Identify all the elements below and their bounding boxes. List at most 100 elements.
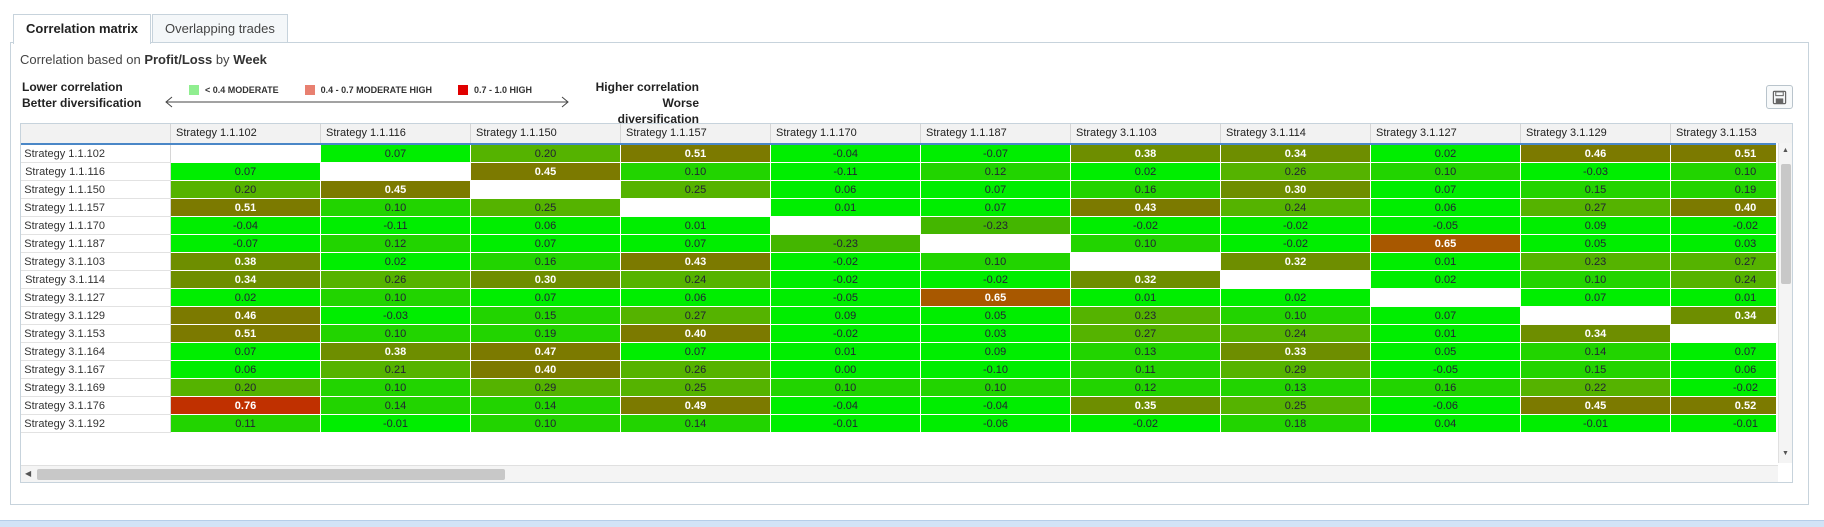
correlation-cell[interactable]: 0.07 bbox=[621, 343, 771, 361]
diagonal-cell[interactable] bbox=[1671, 325, 1776, 343]
correlation-cell[interactable]: 0.01 bbox=[771, 343, 921, 361]
correlation-cell[interactable]: 0.07 bbox=[321, 145, 471, 163]
correlation-cell[interactable]: 0.05 bbox=[1521, 235, 1671, 253]
horizontal-scroll-thumb[interactable] bbox=[37, 469, 505, 480]
correlation-cell[interactable]: 0.10 bbox=[771, 379, 921, 397]
correlation-cell[interactable]: 0.45 bbox=[471, 163, 621, 181]
correlation-cell[interactable]: -0.11 bbox=[771, 163, 921, 181]
column-header[interactable]: Strategy 3.1.129 bbox=[1521, 124, 1671, 143]
correlation-cell[interactable]: 0.38 bbox=[171, 253, 321, 271]
column-header[interactable]: Strategy 3.1.114 bbox=[1221, 124, 1371, 143]
correlation-cell[interactable]: 0.65 bbox=[921, 289, 1071, 307]
correlation-cell[interactable]: 0.35 bbox=[1071, 397, 1221, 415]
correlation-cell[interactable]: 0.24 bbox=[1671, 271, 1776, 289]
scroll-up-icon[interactable]: ▲ bbox=[1782, 147, 1789, 154]
correlation-cell[interactable]: 0.20 bbox=[471, 145, 621, 163]
correlation-cell[interactable]: 0.02 bbox=[321, 253, 471, 271]
correlation-cell[interactable]: 0.12 bbox=[1071, 379, 1221, 397]
correlation-cell[interactable]: 0.24 bbox=[1221, 199, 1371, 217]
correlation-cell[interactable]: -0.02 bbox=[771, 271, 921, 289]
correlation-cell[interactable]: 0.51 bbox=[1671, 145, 1776, 163]
correlation-cell[interactable]: 0.07 bbox=[921, 181, 1071, 199]
correlation-cell[interactable]: 0.40 bbox=[621, 325, 771, 343]
correlation-cell[interactable]: 0.25 bbox=[1221, 397, 1371, 415]
correlation-cell[interactable]: 0.10 bbox=[1521, 271, 1671, 289]
correlation-cell[interactable]: 0.02 bbox=[1071, 163, 1221, 181]
correlation-cell[interactable]: 0.20 bbox=[171, 181, 321, 199]
correlation-cell[interactable]: 0.06 bbox=[1671, 361, 1776, 379]
correlation-cell[interactable]: 0.45 bbox=[1521, 397, 1671, 415]
correlation-cell[interactable]: 0.14 bbox=[621, 415, 771, 433]
correlation-cell[interactable]: 0.27 bbox=[1071, 325, 1221, 343]
correlation-cell[interactable]: 0.25 bbox=[471, 199, 621, 217]
correlation-cell[interactable]: 0.07 bbox=[471, 235, 621, 253]
correlation-cell[interactable]: -0.02 bbox=[1671, 379, 1776, 397]
correlation-cell[interactable]: 0.01 bbox=[1371, 325, 1521, 343]
correlation-cell[interactable]: 0.13 bbox=[1221, 379, 1371, 397]
column-header[interactable]: Strategy 1.1.150 bbox=[471, 124, 621, 143]
correlation-cell[interactable]: 0.15 bbox=[1521, 181, 1671, 199]
correlation-cell[interactable]: 0.16 bbox=[1071, 181, 1221, 199]
correlation-cell[interactable]: 0.06 bbox=[1371, 199, 1521, 217]
vertical-scrollbar[interactable]: ▲ ▼ bbox=[1778, 143, 1792, 463]
horizontal-scrollbar[interactable]: ◀ bbox=[21, 465, 1778, 482]
correlation-cell[interactable]: 0.19 bbox=[471, 325, 621, 343]
correlation-cell[interactable]: -0.02 bbox=[1071, 217, 1221, 235]
scroll-left-icon[interactable]: ◀ bbox=[25, 469, 32, 478]
correlation-cell[interactable]: 0.23 bbox=[1521, 253, 1671, 271]
correlation-cell[interactable]: 0.11 bbox=[1071, 361, 1221, 379]
column-header[interactable]: Strategy 1.1.102 bbox=[171, 124, 321, 143]
correlation-cell[interactable]: 0.21 bbox=[321, 361, 471, 379]
correlation-cell[interactable]: 0.01 bbox=[771, 199, 921, 217]
correlation-cell[interactable]: 0.26 bbox=[1221, 163, 1371, 181]
correlation-cell[interactable]: 0.29 bbox=[1221, 361, 1371, 379]
correlation-cell[interactable]: -0.05 bbox=[1371, 361, 1521, 379]
correlation-cell[interactable]: 0.30 bbox=[1221, 181, 1371, 199]
correlation-cell[interactable]: 0.07 bbox=[1371, 307, 1521, 325]
correlation-cell[interactable]: 0.10 bbox=[1221, 307, 1371, 325]
correlation-cell[interactable]: 0.34 bbox=[1521, 325, 1671, 343]
correlation-cell[interactable]: 0.07 bbox=[471, 289, 621, 307]
correlation-cell[interactable]: 0.30 bbox=[471, 271, 621, 289]
correlation-cell[interactable]: -0.04 bbox=[171, 217, 321, 235]
column-header[interactable]: Strategy 3.1.153 bbox=[1671, 124, 1792, 143]
correlation-cell[interactable]: 0.46 bbox=[171, 307, 321, 325]
correlation-cell[interactable]: -0.02 bbox=[1221, 235, 1371, 253]
correlation-cell[interactable]: 0.05 bbox=[1371, 343, 1521, 361]
tab-overlapping-trades[interactable]: Overlapping trades bbox=[151, 14, 288, 42]
correlation-cell[interactable]: 0.07 bbox=[621, 235, 771, 253]
correlation-cell[interactable]: 0.16 bbox=[471, 253, 621, 271]
correlation-cell[interactable]: 0.10 bbox=[921, 379, 1071, 397]
correlation-cell[interactable]: -0.01 bbox=[771, 415, 921, 433]
correlation-cell[interactable]: 0.03 bbox=[921, 325, 1071, 343]
diagonal-cell[interactable] bbox=[1221, 271, 1371, 289]
correlation-cell[interactable]: 0.19 bbox=[1671, 181, 1776, 199]
column-header[interactable]: Strategy 1.1.187 bbox=[921, 124, 1071, 143]
correlation-cell[interactable]: 0.07 bbox=[171, 343, 321, 361]
correlation-cell[interactable]: 0.65 bbox=[1371, 235, 1521, 253]
save-button[interactable] bbox=[1766, 85, 1793, 109]
correlation-cell[interactable]: 0.15 bbox=[1521, 361, 1671, 379]
correlation-cell[interactable]: 0.47 bbox=[471, 343, 621, 361]
correlation-cell[interactable]: 0.02 bbox=[1221, 289, 1371, 307]
correlation-cell[interactable]: 0.27 bbox=[1521, 199, 1671, 217]
tab-correlation-matrix[interactable]: Correlation matrix bbox=[13, 14, 151, 44]
correlation-cell[interactable]: 0.01 bbox=[621, 217, 771, 235]
correlation-cell[interactable]: 0.06 bbox=[171, 361, 321, 379]
correlation-cell[interactable]: 0.38 bbox=[1071, 145, 1221, 163]
diagonal-cell[interactable] bbox=[921, 235, 1071, 253]
correlation-cell[interactable]: 0.43 bbox=[1071, 199, 1221, 217]
correlation-cell[interactable]: 0.25 bbox=[621, 181, 771, 199]
correlation-cell[interactable]: 0.07 bbox=[171, 163, 321, 181]
correlation-cell[interactable]: 0.14 bbox=[321, 397, 471, 415]
correlation-cell[interactable]: -0.03 bbox=[321, 307, 471, 325]
correlation-cell[interactable]: 0.10 bbox=[321, 199, 471, 217]
correlation-cell[interactable]: -0.23 bbox=[771, 235, 921, 253]
column-header[interactable]: Strategy 1.1.157 bbox=[621, 124, 771, 143]
correlation-cell[interactable]: 0.10 bbox=[921, 253, 1071, 271]
correlation-cell[interactable]: -0.06 bbox=[1371, 397, 1521, 415]
scroll-down-icon[interactable]: ▼ bbox=[1782, 450, 1789, 457]
correlation-cell[interactable]: -0.05 bbox=[1371, 217, 1521, 235]
correlation-cell[interactable]: 0.10 bbox=[471, 415, 621, 433]
correlation-cell[interactable]: 0.10 bbox=[621, 163, 771, 181]
